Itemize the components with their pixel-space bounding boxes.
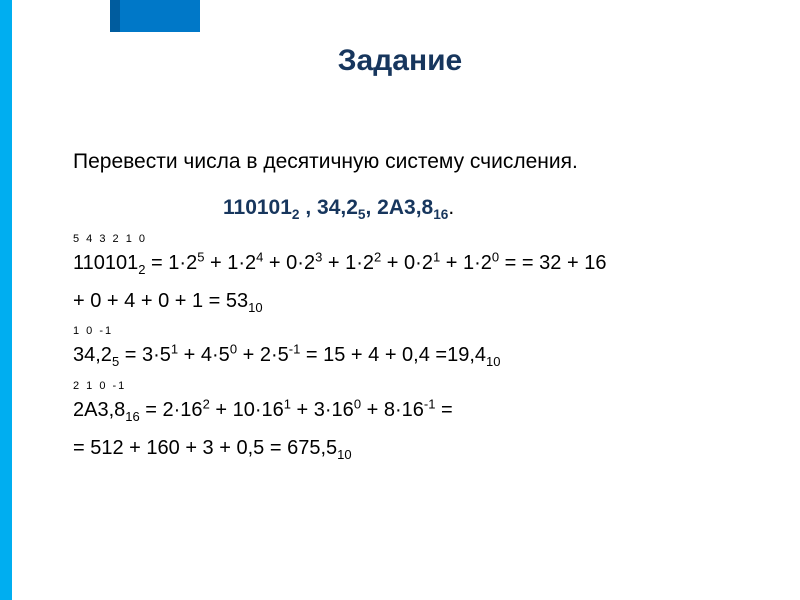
page-title: Задание	[0, 44, 800, 78]
top-accent-dark	[110, 0, 120, 32]
sol3b: = 512 + 160 + 3 + 0,5 = 675,510	[73, 437, 352, 459]
num-c: 2А3,816	[377, 196, 448, 219]
numbers-line: 1101012 , 34,25, 2А3,816.	[73, 192, 753, 226]
dot: .	[448, 196, 454, 219]
task-text: Перевести числа в десятичную систему счи…	[73, 146, 753, 178]
positions-1: 5 4 3 2 1 0	[73, 231, 753, 248]
solution-1a: 1101012 = 1·25 + 1·24 + 0·23 + 1·22 + 0·…	[73, 248, 753, 280]
sol3a: 2А3,816 = 2·162 + 10·161 + 3·160 + 8·16-…	[73, 399, 453, 421]
sol1-prefix: 1101012 = 1·25 + 1·24 + 0·23 + 1·22 + 0·…	[73, 252, 606, 274]
content-block: Перевести числа в десятичную систему счи…	[73, 146, 753, 470]
num-a: 1101012	[223, 196, 300, 219]
sep1: ,	[300, 196, 318, 219]
positions-3: 2 1 0 -1	[73, 378, 753, 395]
solution-3a: 2А3,816 = 2·162 + 10·161 + 3·160 + 8·16-…	[73, 394, 753, 426]
sol2: 34,25 = 3·51 + 4·50 + 2·5-1 = 15 + 4 + 0…	[73, 344, 501, 366]
sep2: ,	[366, 196, 378, 219]
positions-2: 1 0 -1	[73, 323, 753, 340]
solution-2: 34,25 = 3·51 + 4·50 + 2·5-1 = 15 + 4 + 0…	[73, 340, 753, 372]
solution-1b: + 0 + 4 + 0 + 1 = 5310	[73, 286, 753, 318]
left-accent-bar	[0, 0, 12, 600]
sol1-cont: + 0 + 4 + 0 + 1 = 5310	[73, 290, 263, 312]
top-accent-mid	[120, 0, 200, 32]
solution-3b: = 512 + 160 + 3 + 0,5 = 675,510	[73, 433, 753, 465]
num-b: 34,25	[317, 196, 365, 219]
